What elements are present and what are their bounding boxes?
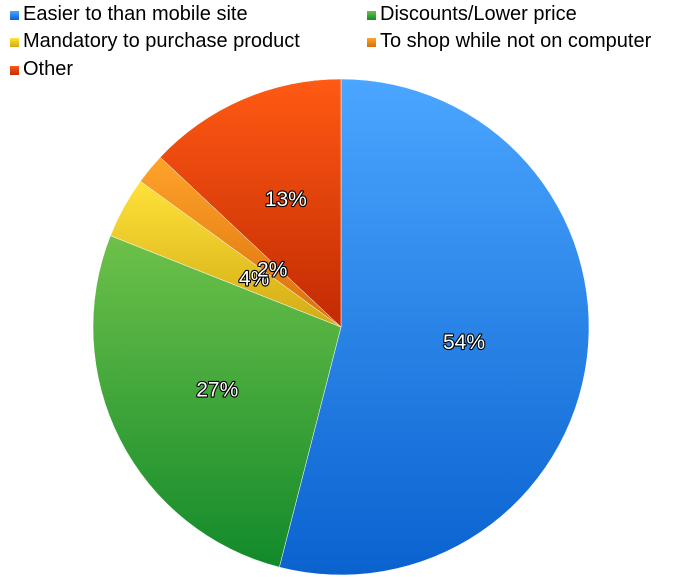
- legend-swatch: [367, 11, 376, 20]
- legend-swatch: [367, 38, 376, 47]
- pie-slice-other: [159, 78, 342, 328]
- data-label-other: 13%: [265, 188, 307, 211]
- legend-item-to-shop-while-not-on-computer: To shop while not on computer: [367, 30, 652, 52]
- pie-slice-discounts-lower-price: [92, 235, 342, 568]
- data-label-discounts-lower-price: 27%: [196, 379, 238, 402]
- legend-label: To shop while not on computer: [380, 30, 652, 52]
- legend-item-other: Other: [10, 58, 73, 80]
- legend-swatch: [10, 11, 19, 20]
- legend-label: Easier to than mobile site: [23, 3, 248, 25]
- legend: Easier to than mobile site Discounts/Lowe…: [10, 3, 652, 80]
- legend-swatch: [10, 66, 19, 75]
- legend-label: Other: [23, 58, 73, 80]
- data-label-to-shop-while-not-on-computer: 2%: [257, 259, 287, 282]
- pie-data-labels: 54% 27% 4%2% 13%: [195, 187, 486, 403]
- legend-item-mandatory-to-purchase-product: Mandatory to purchase product: [10, 30, 300, 52]
- pie-slice-easier-to-than-mobile-site: [279, 78, 590, 576]
- data-label-easier-to-than-mobile-site: 54%: [443, 331, 485, 354]
- legend-item-discounts-lower-price: Discounts/Lower price: [367, 3, 577, 25]
- legend-label: Discounts/Lower price: [380, 3, 577, 25]
- legend-item-easier-to-than-mobile-site: Easier to than mobile site: [10, 3, 248, 25]
- pie-slices: [92, 78, 590, 576]
- legend-label: Mandatory to purchase product: [23, 30, 300, 52]
- data-label-mandatory-to-purchase-product: 4%: [239, 268, 269, 291]
- legend-swatch: [10, 38, 19, 47]
